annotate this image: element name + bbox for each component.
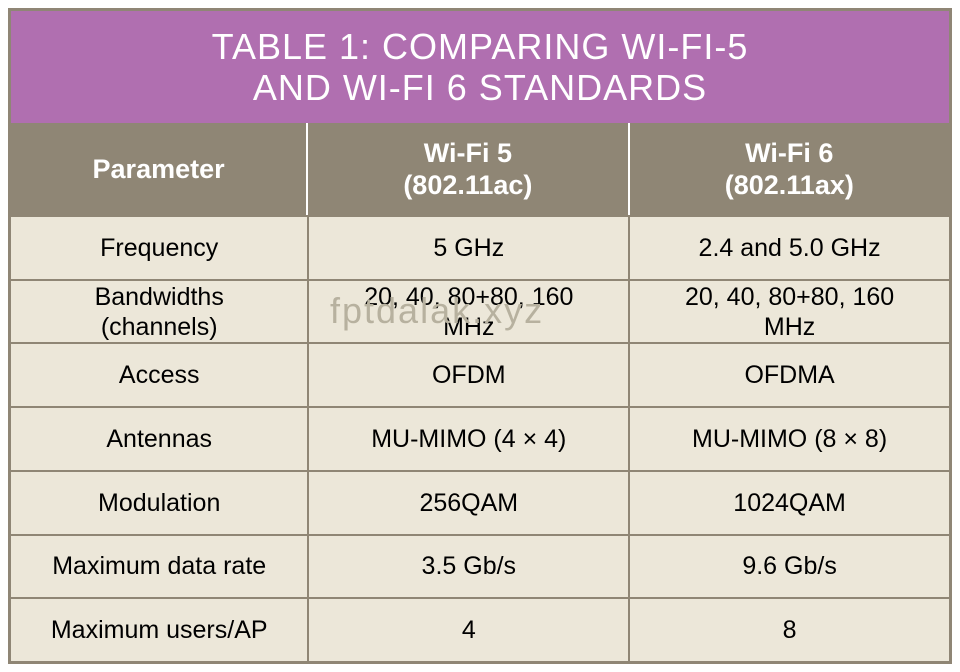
table-cell: 5 GHz (307, 217, 628, 279)
table-cell: Antennas (11, 408, 307, 470)
table-cell: 2.4 and 5.0 GHz (628, 217, 949, 279)
title-line-2: AND WI-FI 6 STANDARDS (11, 67, 949, 108)
table-cell: Modulation (11, 472, 307, 534)
table-cell: 20, 40, 80+80, 160MHz (307, 281, 628, 343)
table-cell: Frequency (11, 217, 307, 279)
table-cell: MU-MIMO (8 × 8) (628, 408, 949, 470)
header-col-1-line2: (802.11ac) (403, 169, 532, 201)
table-cell: Maximum data rate (11, 536, 307, 598)
table-row: AntennasMU-MIMO (4 × 4)MU-MIMO (8 × 8) (11, 406, 949, 470)
header-col-2: Wi-Fi 6 (802.11ax) (628, 123, 949, 215)
table-row: Frequency5 GHz2.4 and 5.0 GHz (11, 215, 949, 279)
table-title: TABLE 1: COMPARING WI-FI-5 AND WI-FI 6 S… (11, 11, 949, 123)
table-cell: 9.6 Gb/s (628, 536, 949, 598)
header-col-2-line1: Wi-Fi 6 (745, 137, 833, 169)
table-cell: Bandwidths(channels) (11, 281, 307, 343)
table-header-row: Parameter Wi-Fi 5 (802.11ac) Wi-Fi 6 (80… (11, 123, 949, 215)
table-row: Maximum data rate3.5 Gb/s9.6 Gb/s (11, 534, 949, 598)
table-cell: Maximum users/AP (11, 599, 307, 661)
table-cell: 20, 40, 80+80, 160MHz (628, 281, 949, 343)
table-cell: Access (11, 344, 307, 406)
table-row: Bandwidths(channels)20, 40, 80+80, 160MH… (11, 279, 949, 343)
header-col-2-line2: (802.11ax) (725, 169, 854, 201)
table-row: AccessOFDMOFDMA (11, 342, 949, 406)
header-col-0-line1: Parameter (93, 153, 225, 185)
table-row: Modulation256QAM1024QAM (11, 470, 949, 534)
table-cell: MU-MIMO (4 × 4) (307, 408, 628, 470)
table-cell: 3.5 Gb/s (307, 536, 628, 598)
table-cell: OFDM (307, 344, 628, 406)
table-cell: OFDMA (628, 344, 949, 406)
table-body: Frequency5 GHz2.4 and 5.0 GHzBandwidths(… (11, 215, 949, 661)
table-cell: 8 (628, 599, 949, 661)
table-frame: TABLE 1: COMPARING WI-FI-5 AND WI-FI 6 S… (8, 8, 952, 664)
header-col-0: Parameter (11, 123, 306, 215)
table-cell: 1024QAM (628, 472, 949, 534)
table-row: Maximum users/AP48 (11, 597, 949, 661)
table-cell: 4 (307, 599, 628, 661)
header-col-1-line1: Wi-Fi 5 (424, 137, 512, 169)
title-line-1: TABLE 1: COMPARING WI-FI-5 (11, 26, 949, 67)
table-cell: 256QAM (307, 472, 628, 534)
header-col-1: Wi-Fi 5 (802.11ac) (306, 123, 627, 215)
